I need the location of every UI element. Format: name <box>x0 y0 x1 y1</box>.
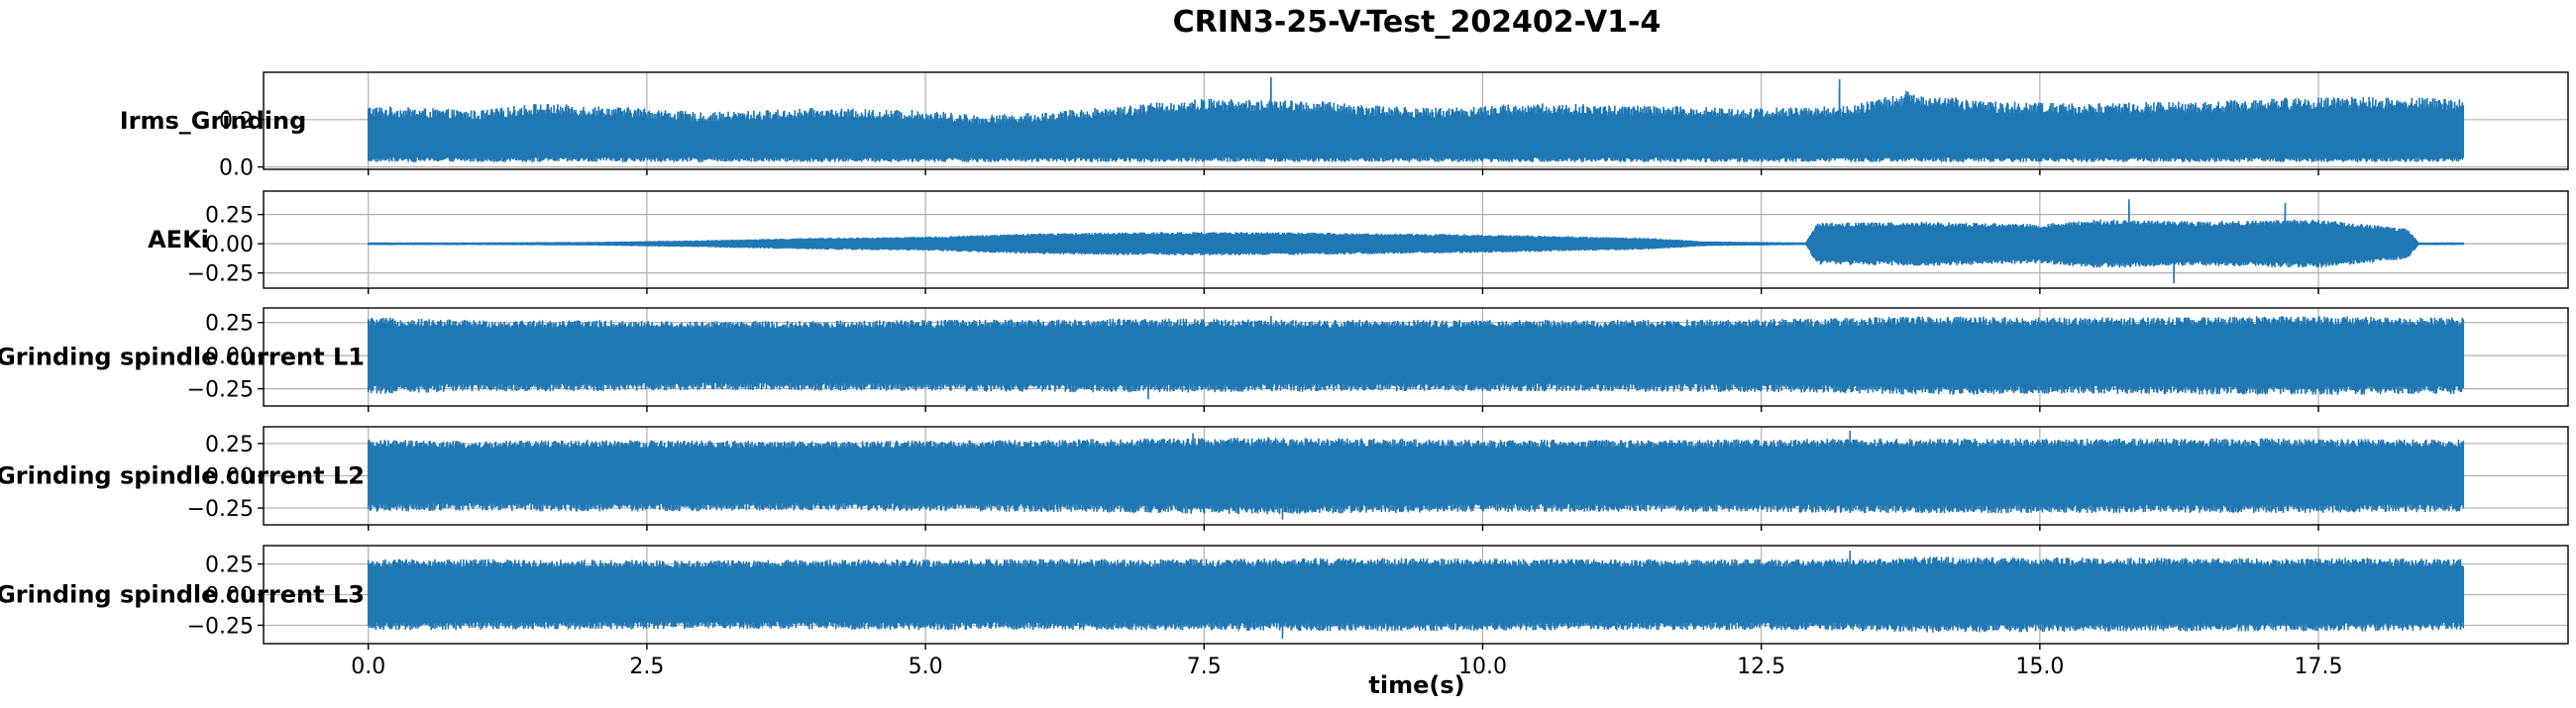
y-tick-label: 0.25 <box>205 433 254 457</box>
series-line <box>367 76 2465 162</box>
y-axis-label: Irms_Grinding <box>120 107 307 135</box>
subplot-3: 0.25 0.00 −0.25 Grinding spindle current L1 <box>0 307 2569 412</box>
x-tick-label: 5.0 <box>909 655 943 679</box>
x-tick-label: 15.0 <box>2015 655 2064 679</box>
series-line <box>367 199 2465 284</box>
y-axis-label: Grinding spindle current L2 <box>0 462 365 490</box>
subplots: 0.00.2Irms_Grinding0.250.00−0.25AEKi0.25… <box>0 71 2569 650</box>
y-tick-label: 0.00 <box>205 233 254 257</box>
series-line <box>367 316 2465 400</box>
subplot-5: 0.25 0.00 −0.25 Grinding spindle current L3 <box>0 545 2569 650</box>
x-axis-label: time(s) <box>1368 671 1464 699</box>
x-tick-label: 17.5 <box>2295 655 2343 679</box>
x-tick-label: 0.0 <box>351 655 385 679</box>
y-tick-label: 0.25 <box>205 312 254 337</box>
x-tick-label: 12.5 <box>1737 655 1785 679</box>
y-axis-label: AEKi <box>148 226 209 253</box>
y-tick-label: 0.25 <box>205 554 254 578</box>
y-tick-label: 0.00 <box>205 345 254 369</box>
axes-frame <box>263 190 2569 289</box>
axes-frame <box>263 307 2569 407</box>
y-tick-label: 0.0 <box>219 156 254 181</box>
x-tick-label: 2.5 <box>629 655 664 679</box>
subplot-4: 0.25 0.00 −0.25 Grinding spindle current L2 <box>0 426 2569 531</box>
y-tick-label: 0.2 <box>219 109 254 134</box>
subplot-2: 0.25 0.00 −0.25 AEKi <box>148 190 2569 294</box>
y-tick-label: 0.25 <box>205 204 254 229</box>
series-line <box>367 430 2465 520</box>
y-tick-label: −0.25 <box>187 378 254 403</box>
x-axis: 0.0 2.5 5.0 7.5 10.0 12.5 15.0 17.5 <box>351 655 2342 679</box>
y-tick-label: 0.00 <box>205 465 254 490</box>
x-tick-label: 10.0 <box>1458 655 1507 679</box>
y-tick-label: −0.25 <box>187 614 254 639</box>
series-line <box>367 550 2465 640</box>
y-tick-label: 0.00 <box>205 584 254 609</box>
y-tick-label: −0.25 <box>187 497 254 522</box>
y-tick-label: −0.25 <box>187 262 254 287</box>
axes-frame <box>263 71 2569 170</box>
x-tick-label: 7.5 <box>1187 655 1222 679</box>
y-axis-label: Grinding spindle current L1 <box>0 344 365 371</box>
chart-title: CRIN3-25-V-Test_202402-V1-4 <box>1173 5 1662 40</box>
y-axis-label: Grinding spindle current L3 <box>0 581 365 609</box>
